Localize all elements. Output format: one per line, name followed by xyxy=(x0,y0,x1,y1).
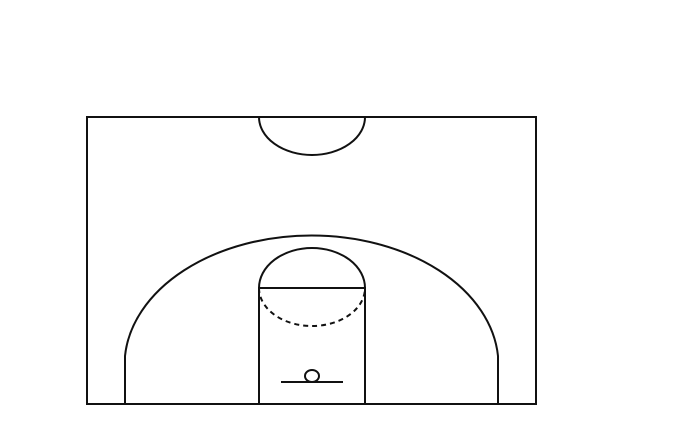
center-circle-half xyxy=(258,116,366,156)
three-point-arc xyxy=(124,234,499,404)
free-throw-circle-top xyxy=(258,247,366,289)
hoop xyxy=(304,369,320,383)
court-boundary xyxy=(86,116,537,405)
free-throw-circle-bottom-dashed xyxy=(258,287,366,327)
free-throw-lane xyxy=(258,287,366,405)
